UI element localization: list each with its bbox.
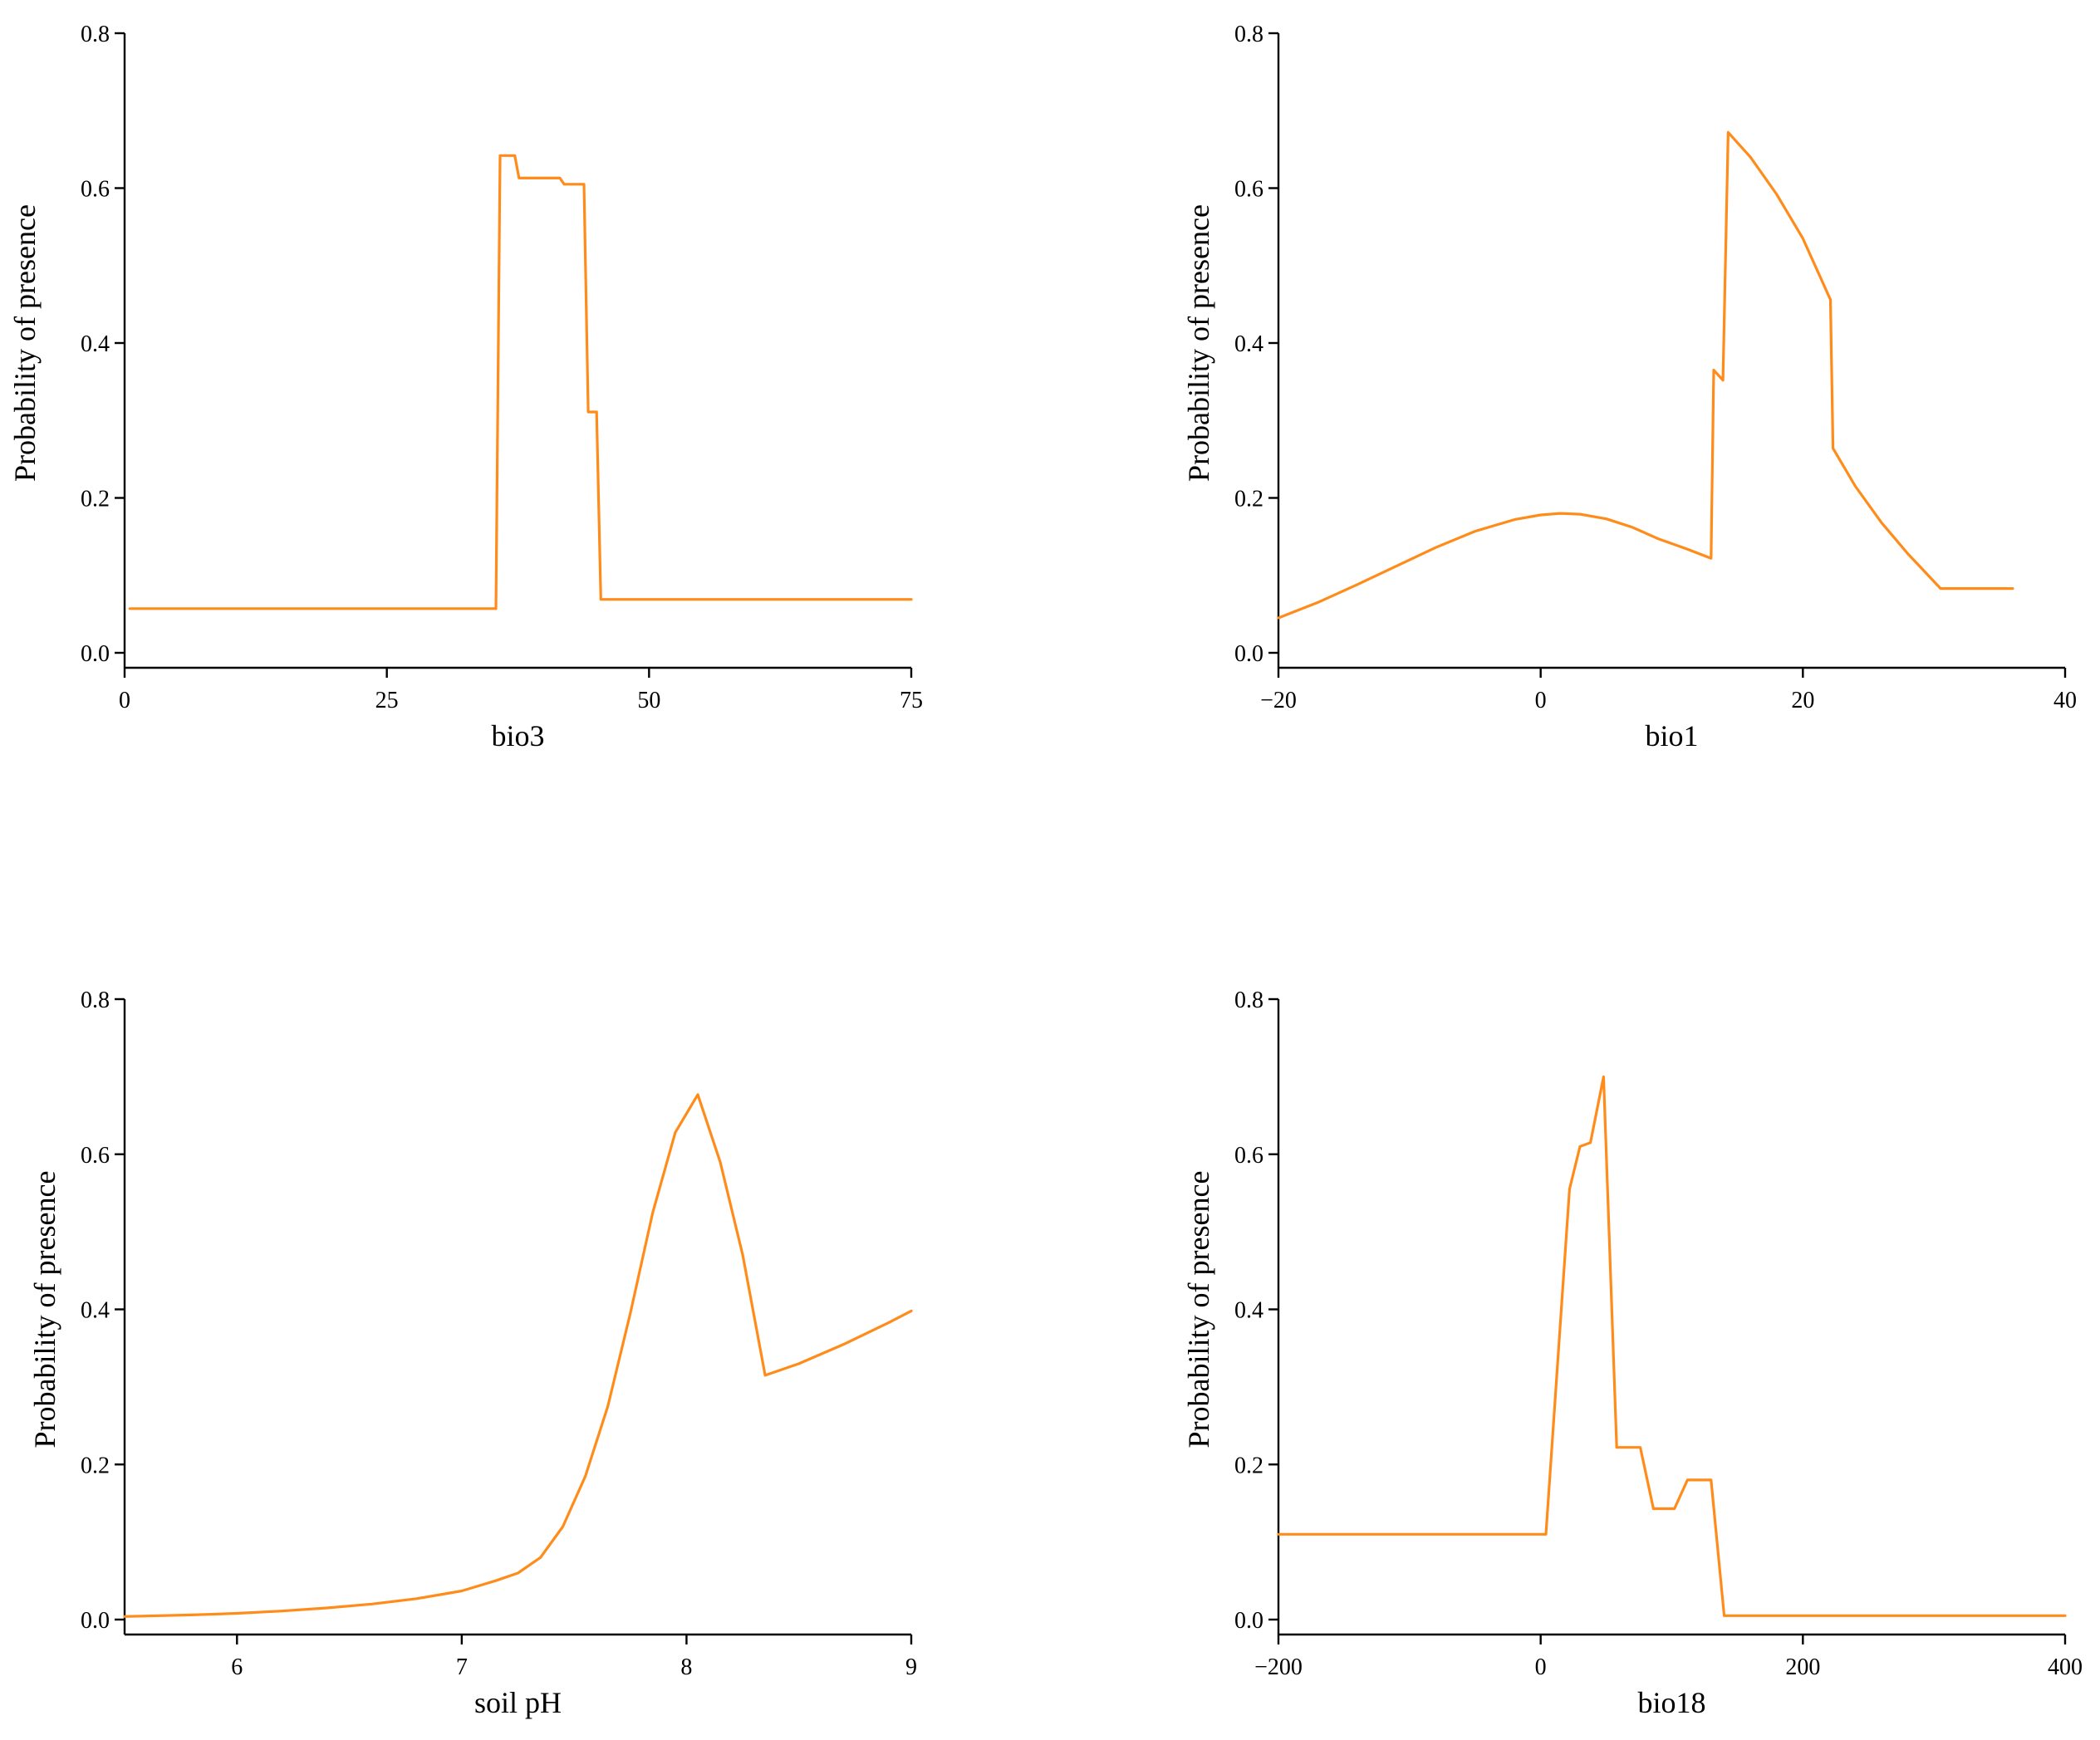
x-tick-label: 50 <box>637 688 660 713</box>
x-tick-label: 8 <box>680 1654 692 1680</box>
y-tick-label: 0.6 <box>1234 177 1263 203</box>
x-tick-label: −200 <box>1254 1654 1303 1680</box>
response-curve <box>1277 1075 2067 1617</box>
y-tick-label: 0.4 <box>1234 1298 1263 1324</box>
x-tick-label: 400 <box>2048 1654 2083 1680</box>
panel-bio3: 0.0 0.2 0.4 0.6 0.8 0 25 50 75 bio3 Probability of… <box>8 22 923 752</box>
y-tick-label: 0.4 <box>81 1298 110 1324</box>
y-tick-label: 0.2 <box>81 1453 110 1478</box>
response-curve <box>1277 130 2014 620</box>
y-tick-label: 0.6 <box>81 177 110 203</box>
y-axis-title: Probability of presence <box>1182 1171 1215 1448</box>
x-tick-label: 0 <box>1535 688 1547 713</box>
y-axis-title: Probability of presence <box>1182 204 1215 482</box>
x-axis-title: soil pH <box>474 1686 562 1719</box>
y-tick-label: 0.2 <box>81 487 110 512</box>
y-axis-title: Probability of presence <box>28 1171 61 1448</box>
y-tick-label: 0.0 <box>1234 641 1263 667</box>
x-tick-label: 200 <box>1785 1654 1820 1680</box>
x-tick-label: 6 <box>231 1654 243 1680</box>
y-tick-label: 0.6 <box>81 1143 110 1169</box>
y-tick-label: 0.8 <box>81 988 110 1013</box>
y-tick-label: 0.8 <box>1234 22 1263 47</box>
x-tick-label: 25 <box>375 688 399 713</box>
y-tick-label: 0.0 <box>81 641 110 667</box>
panel-bio18: 0.0 0.2 0.4 0.6 0.8 −200 0 200 400 bio18 Probabili… <box>1182 988 2083 1719</box>
y-tick-label: 0.4 <box>1234 331 1263 357</box>
response-curve <box>128 154 913 610</box>
panel-bio1: 0.0 0.2 0.4 0.6 0.8 −20 0 20 40 bio1 Probability o… <box>1182 22 2077 752</box>
y-tick-label: 0.2 <box>1234 487 1263 512</box>
x-tick-label: 9 <box>905 1654 917 1680</box>
x-tick-label: 7 <box>456 1654 468 1680</box>
x-tick-label: 20 <box>1791 688 1814 713</box>
x-tick-label: 75 <box>900 688 923 713</box>
x-tick-label: 0 <box>119 688 130 713</box>
y-tick-label: 0.8 <box>81 22 110 47</box>
y-tick-label: 0.0 <box>81 1608 110 1634</box>
response-curve <box>123 1093 913 1618</box>
y-tick-label: 0.2 <box>1234 1453 1263 1478</box>
y-tick-label: 0.6 <box>1234 1143 1263 1169</box>
y-tick-label: 0.4 <box>81 331 110 357</box>
x-tick-label: −20 <box>1260 688 1297 713</box>
y-tick-label: 0.8 <box>1234 988 1263 1013</box>
y-tick-label: 0.0 <box>1234 1608 1263 1634</box>
x-tick-label: 40 <box>2053 688 2077 713</box>
x-axis-title: bio3 <box>491 719 544 752</box>
x-axis-title: bio1 <box>1645 719 1698 752</box>
panel-soil-ph: 0.0 0.2 0.4 0.6 0.8 6 7 8 9 soil pH Probability of… <box>28 988 917 1719</box>
y-axis-title: Probability of presence <box>8 204 42 482</box>
x-axis-title: bio18 <box>1637 1686 1705 1719</box>
x-tick-label: 0 <box>1535 1654 1547 1680</box>
